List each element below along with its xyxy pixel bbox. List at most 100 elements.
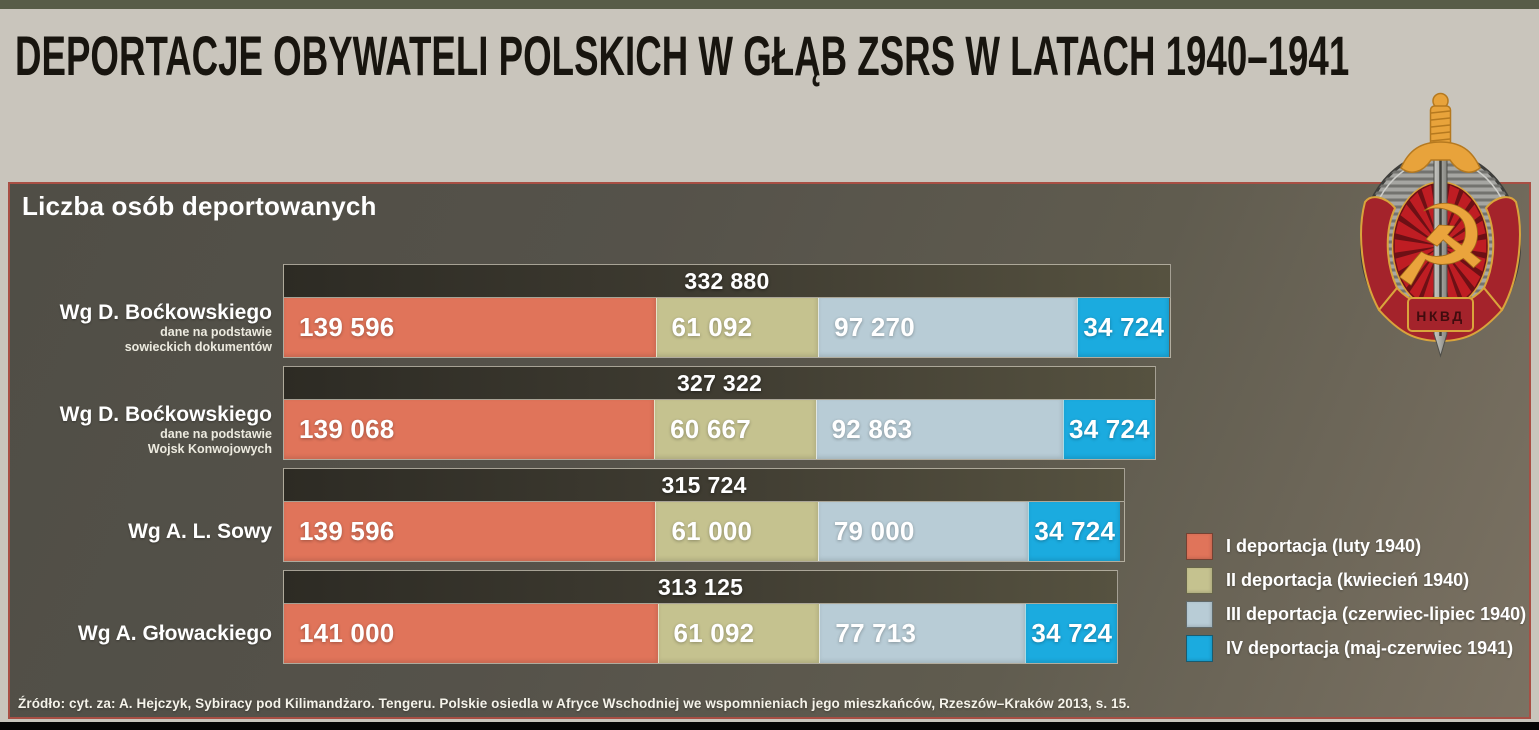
segment-value: 79 000 — [833, 516, 915, 546]
row-label-2: Wg D. Boćkowskiego dane na podstawie Wojsk… — [10, 400, 272, 460]
segment-value: 139 596 — [299, 312, 395, 342]
segment-4: 34 724 — [1062, 400, 1156, 459]
row-sublabel-line: dane na podstawie — [160, 427, 272, 442]
badge-plaque: НКВД — [1407, 297, 1474, 332]
segment-value: 141 000 — [299, 618, 395, 648]
legend-label-2: II deportacja (kwiecień 1940) — [1226, 570, 1470, 590]
badge-grip-ridges — [1430, 110, 1451, 142]
badge-plaque-text: НКВД — [1416, 308, 1465, 324]
sunburst-ray — [1440, 239, 1487, 253]
segment-2: 60 667 — [654, 400, 816, 459]
total-bar: 332 880 — [283, 264, 1171, 298]
segment-value: 97 270 — [834, 312, 915, 342]
segment-4: 34 724 — [1028, 502, 1121, 561]
legend-swatch-2 — [1186, 567, 1213, 594]
sunburst-ray — [1409, 246, 1441, 300]
legend-item-4: IV deportacja (maj-czerwiec 1941) — [1186, 635, 1526, 662]
row-label-text: Wg D. Boćkowskiego — [59, 402, 272, 426]
sunburst-ray — [1440, 204, 1481, 246]
segment-1: 139 596 — [284, 502, 656, 561]
segments-bar: 141 000 61 092 77 713 34 724 — [283, 604, 1119, 664]
sunburst-ray — [1395, 246, 1441, 272]
row-label-text: Wg A. L. Sowy — [128, 520, 272, 544]
row-label-1: Wg D. Boćkowskiego dane na podstawie sowie… — [10, 298, 272, 358]
bar-group-4: 313 125 141 000 61 092 77 713 34 724 — [283, 570, 1119, 664]
segment-4: 34 724 — [1077, 298, 1170, 357]
source-citation: Źródło: cyt. za: A. Hejczyk, Sybiracy po… — [18, 696, 1131, 711]
segment-value: 92 863 — [831, 414, 913, 444]
segment-value: 61 000 — [671, 516, 753, 546]
sunburst-ray — [1394, 239, 1441, 253]
total-value: 332 880 — [684, 267, 770, 294]
segment-value: 139 068 — [299, 414, 395, 444]
chart-panel: Liczba osób deportowanych Wg D. Boćkowsk… — [8, 182, 1531, 719]
page-title: DEPORTACJE OBYWATELI POLSKICH W GŁĄB ZSR… — [15, 24, 1350, 87]
legend-swatch-3 — [1186, 601, 1213, 628]
row-sublabel-line: sowieckich dokumentów — [124, 340, 272, 355]
segment-3: 97 270 — [818, 298, 1078, 357]
segment-2: 61 000 — [655, 502, 818, 561]
segment-value: 77 713 — [835, 618, 917, 648]
bottom-strip — [0, 722, 1539, 730]
segment-1: 139 068 — [284, 400, 655, 459]
legend-label-3: III deportacja (czerwiec-lipiec 1940) — [1226, 604, 1527, 624]
total-bar: 315 724 — [283, 468, 1126, 502]
row-sublabel-text: dane na podstawie Wojsk Konwojowych — [10, 427, 272, 457]
chart-row-1: Wg D. Boćkowskiego dane na podstawie sowie… — [10, 264, 1529, 360]
segment-value: 139 596 — [299, 516, 395, 546]
segment-value: 34 724 — [1034, 516, 1116, 546]
row-sublabel-line: Wojsk Konwojowych — [147, 442, 272, 457]
row-label-text: Wg A. Głowackiego — [77, 622, 272, 646]
segment-4: 34 724 — [1025, 604, 1118, 663]
total-bar: 313 125 — [283, 570, 1119, 604]
row-sublabel-text: dane na podstawie sowieckich dokumentów — [10, 325, 272, 355]
legend-item-2: II deportacja (kwiecień 1940) — [1186, 567, 1526, 594]
chart-legend: I deportacja (luty 1940) II deportacja (k… — [1186, 533, 1526, 669]
bar-group-1: 332 880 139 596 61 092 97 270 34 724 — [283, 264, 1171, 358]
legend-item-1: I deportacja (luty 1940) — [1186, 533, 1526, 560]
legend-item-3: III deportacja (czerwiec-lipiec 1940) — [1186, 601, 1526, 628]
segment-value: 34 724 — [1031, 618, 1113, 648]
segment-3: 92 863 — [815, 400, 1063, 459]
sunburst-ray — [1400, 246, 1441, 288]
row-label-4: Wg A. Głowackiego — [10, 604, 272, 664]
total-value: 327 322 — [676, 369, 763, 396]
sunburst-ray — [1409, 192, 1441, 246]
hammer-sickle-icon: ☭ — [1390, 182, 1490, 312]
total-value: 313 125 — [658, 573, 744, 600]
row-sublabel-line: dane na podstawie — [160, 325, 272, 340]
total-value: 315 724 — [661, 471, 747, 498]
nkvd-badge-icon: ☭ НКВД — [1360, 92, 1521, 358]
chart-row-2: Wg D. Boćkowskiego dane na podstawie Wojsk… — [10, 366, 1529, 462]
segments-bar: 139 596 61 000 79 000 34 724 — [283, 502, 1126, 562]
bar-group-2: 327 322 139 068 60 667 92 863 34 724 — [283, 366, 1157, 460]
sunburst-ray — [1395, 220, 1441, 246]
sunburst-ray — [1440, 192, 1472, 246]
segment-3: 77 713 — [819, 604, 1026, 663]
segment-2: 61 092 — [655, 298, 819, 357]
segments-bar: 139 068 60 667 92 863 34 724 — [283, 400, 1157, 460]
total-bar: 327 322 — [283, 366, 1157, 400]
legend-label-1: I deportacja (luty 1940) — [1226, 536, 1422, 556]
segment-2: 61 092 — [657, 604, 820, 663]
sunburst-ray — [1440, 246, 1486, 272]
segment-value: 60 667 — [670, 414, 751, 444]
segment-3: 79 000 — [817, 502, 1029, 561]
sunburst-ray — [1400, 204, 1441, 246]
segment-value: 34 724 — [1083, 312, 1165, 342]
sunburst-ray — [1440, 220, 1486, 246]
top-strip — [0, 0, 1539, 9]
row-label-3: Wg A. L. Sowy — [10, 502, 272, 562]
segment-value: 61 092 — [671, 312, 753, 342]
legend-swatch-1 — [1186, 533, 1213, 560]
segments-bar: 139 596 61 092 97 270 34 724 — [283, 298, 1171, 358]
sunburst-ray — [1440, 246, 1481, 288]
legend-swatch-4 — [1186, 635, 1213, 662]
segment-1: 139 596 — [284, 298, 656, 357]
row-label-text: Wg D. Boćkowskiego — [59, 300, 272, 324]
chart-row-3: Wg A. L. Sowy 315 724 139 596 61 000 79 000 3… — [10, 468, 1529, 564]
segment-value: 61 092 — [673, 618, 755, 648]
sunburst-ray — [1440, 246, 1472, 300]
legend-label-4: IV deportacja (maj-czerwiec 1941) — [1226, 638, 1514, 658]
chart-row-4: Wg A. Głowackiego 313 125 141 000 61 092 77 … — [10, 570, 1529, 666]
